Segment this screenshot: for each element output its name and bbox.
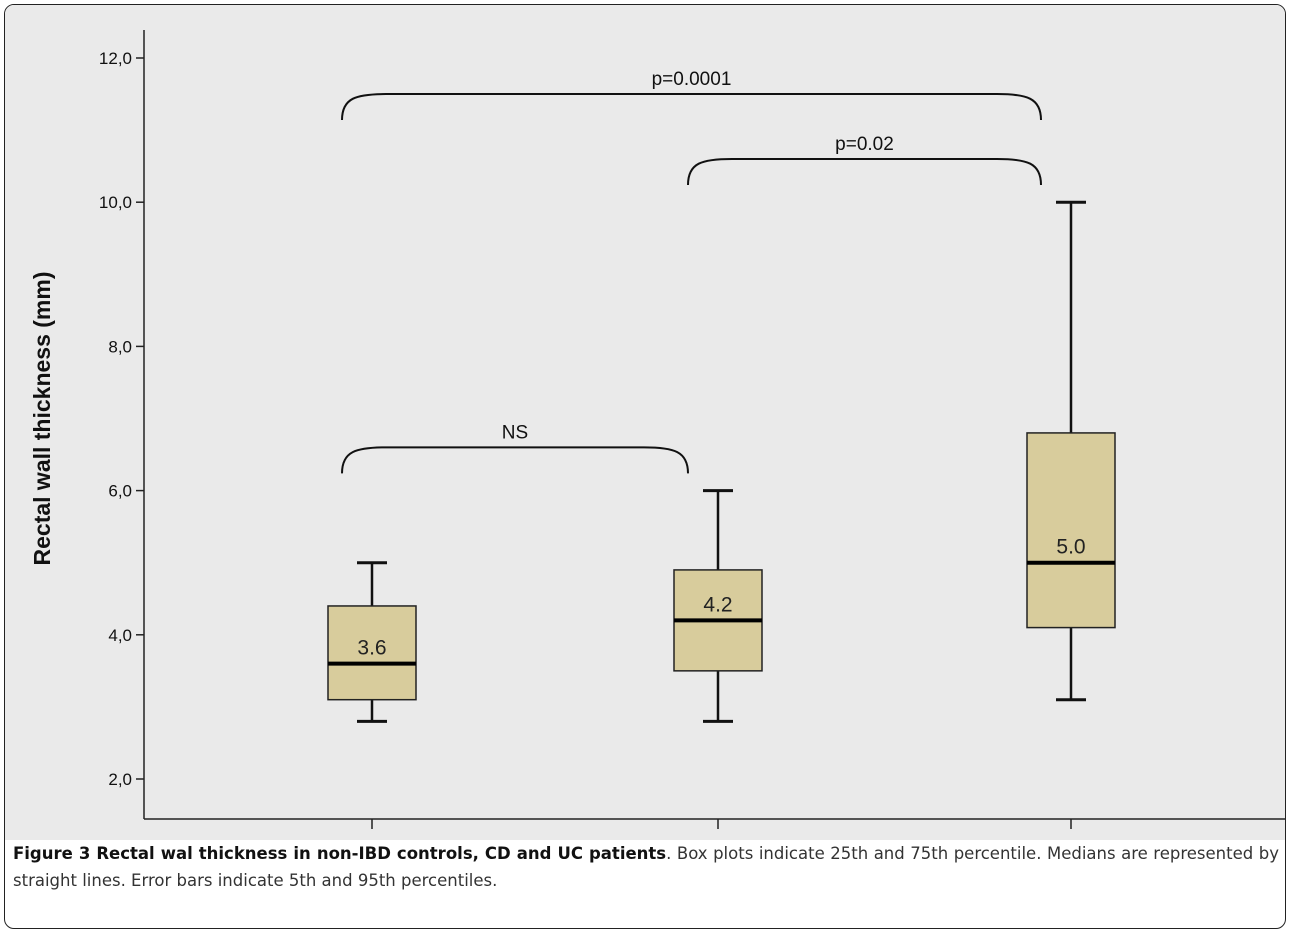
x-tick-label: CD — [1055, 836, 1087, 840]
median-label: 3.6 — [357, 637, 386, 660]
y-tick-label: 4,0 — [108, 626, 132, 645]
median-label: 5.0 — [1056, 536, 1085, 559]
comparison-bracket — [687, 157, 1042, 185]
x-tick-label: non-IBD controls — [283, 836, 461, 840]
figure-caption: Figure 3 Rectal wal thickness in non-IBD… — [13, 840, 1279, 894]
comparison-bracket — [341, 446, 689, 474]
x-tick-label: UC — [702, 836, 734, 840]
y-tick-label: 8,0 — [108, 337, 132, 356]
box-iqr — [327, 605, 417, 701]
caption-text: . Box plots indicate 25th and 75th perce… — [13, 844, 1279, 890]
median-label: 4.2 — [703, 593, 732, 616]
comparison-label: p=0.02 — [835, 134, 894, 155]
comparison-label: p=0.0001 — [652, 69, 732, 90]
comparison-label: NS — [502, 422, 528, 443]
caption-title: Figure 3 Rectal wal thickness in non-IBD… — [13, 844, 667, 863]
y-axis-label: Rectal wall thickness (mm) — [29, 272, 55, 566]
box-iqr — [1026, 432, 1116, 629]
y-tick-label: 10,0 — [99, 193, 132, 212]
comparison-bracket — [341, 93, 1042, 121]
y-tick-label: 12,0 — [99, 49, 132, 68]
figure-frame: 2,0 4,0 6,0 8,0 10,0 12,0 Rectal wall thicknes… — [4, 4, 1286, 929]
box-plot-chart: 2,0 4,0 6,0 8,0 10,0 12,0 Rectal wall thicknes… — [29, 30, 1285, 840]
y-tick-label: 6,0 — [108, 482, 132, 501]
y-tick-label: 2,0 — [108, 770, 132, 789]
